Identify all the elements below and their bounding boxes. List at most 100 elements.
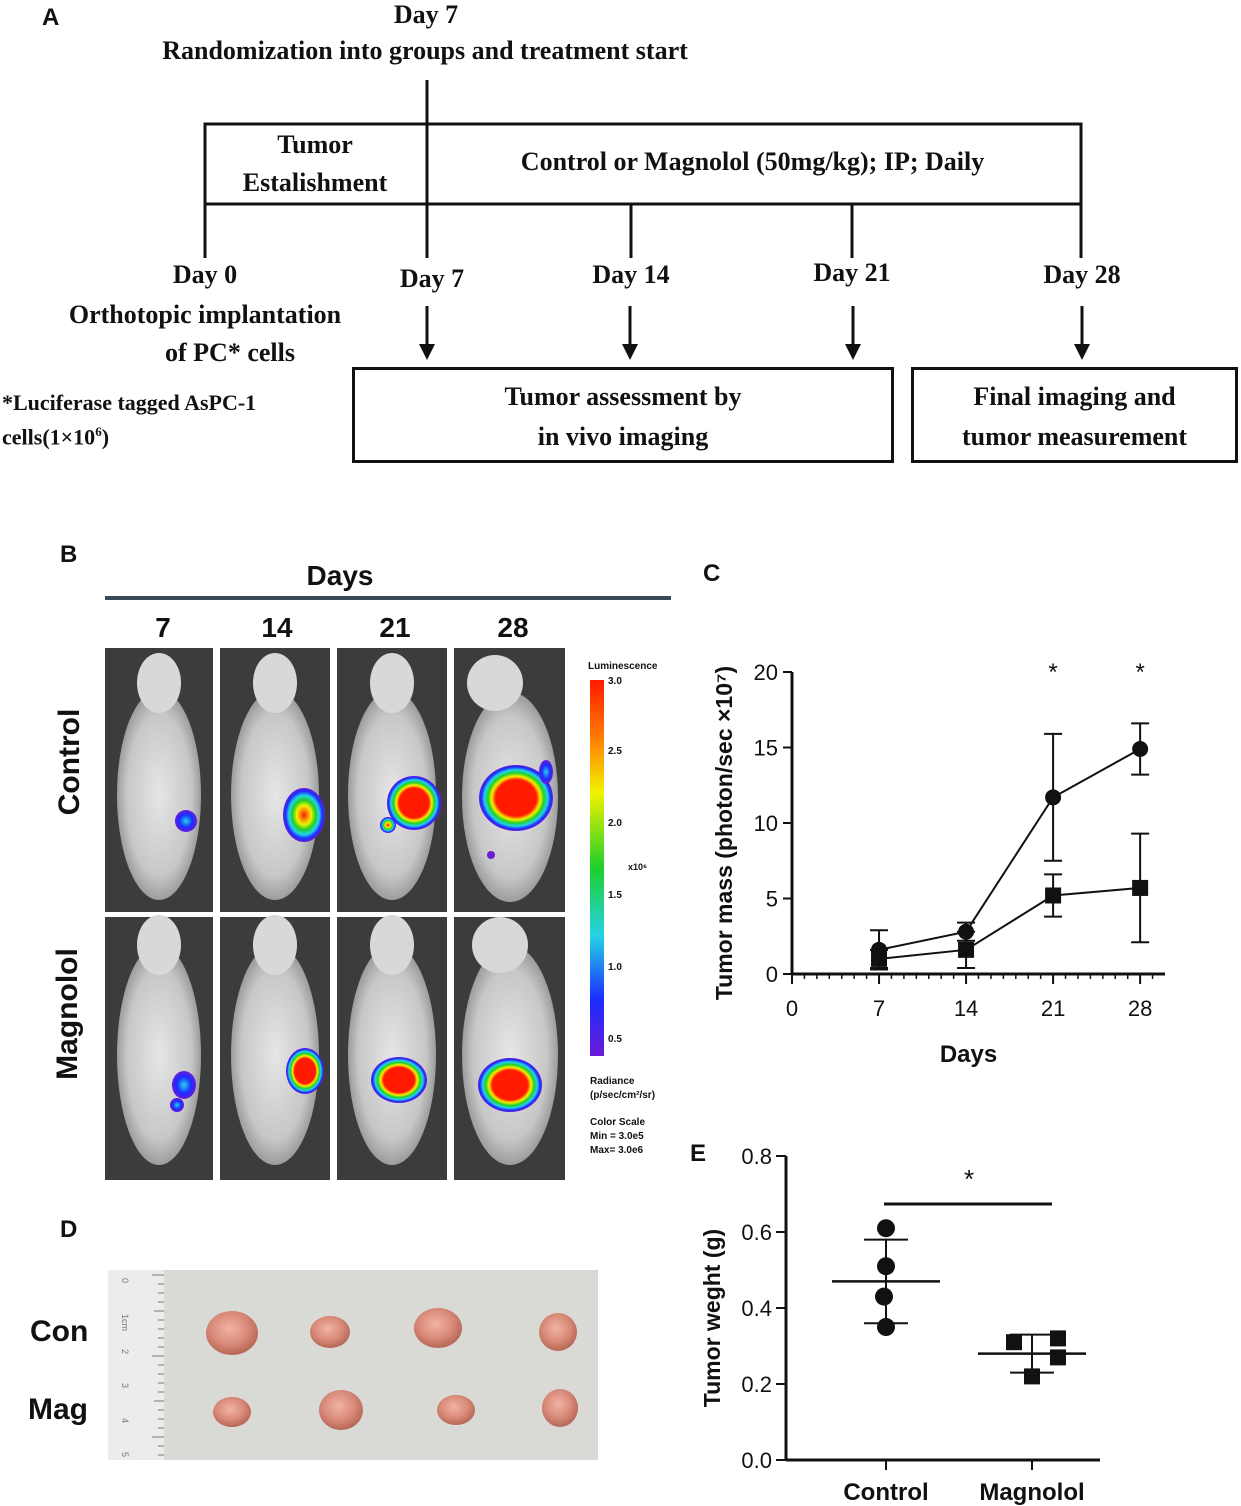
- y-tick-label: 0.0: [741, 1448, 772, 1473]
- y-tick-label: 10: [754, 811, 778, 836]
- scale-title: Luminescence: [588, 661, 658, 672]
- series-line-control: [878, 748, 1141, 951]
- day0-label: Day 0: [172, 260, 238, 289]
- panel-b-label: B: [60, 541, 78, 568]
- ruler-mark-5: 5: [120, 1452, 130, 1457]
- y-axis-title: Tumor mass (photon/sec ×10⁷): [711, 666, 737, 1000]
- scale-tick-1.0: 1.0: [608, 962, 622, 973]
- scale-tick-2.5: 2.5: [608, 746, 622, 757]
- ruler-mark-4: 4: [120, 1418, 130, 1423]
- point-control-day21: [1045, 789, 1062, 806]
- scale-tick-2.0: 2.0: [608, 818, 622, 829]
- top-title-text: Randomization into groups and treatment …: [162, 36, 688, 65]
- arrow-day14-head: [622, 344, 638, 360]
- control-day14-signal: [283, 788, 325, 842]
- tumor-mass-line-chart: 0 5 10 15 20 0 7 14 21 28 Days Tumor mass (photon/s…: [711, 659, 1165, 1068]
- magnolol-day14-signal: [286, 1048, 324, 1094]
- magnolol-day28-signal: [478, 1058, 542, 1112]
- y-axis-title: Tumor weght (g): [699, 1229, 725, 1407]
- control-day14-image: [220, 648, 330, 912]
- y-tick-label: 15: [754, 736, 778, 761]
- tumor-con-2: [310, 1316, 350, 1348]
- magnolol-day14-image: [220, 915, 330, 1180]
- tumor-con-1: [206, 1311, 258, 1355]
- significance-marker: *: [964, 1164, 974, 1194]
- footnote-superscript: 6: [95, 424, 102, 439]
- significance-marker-day21: *: [1048, 659, 1057, 686]
- day-label-7: 7: [155, 612, 171, 643]
- bioluminescence-image-grid: [105, 648, 565, 1180]
- photo-background: [108, 1270, 598, 1460]
- ruler-ticks: [152, 1274, 164, 1456]
- color-scale-line2: Min = 3.0e5: [590, 1131, 644, 1142]
- tumor-con-4: [539, 1313, 577, 1351]
- phase-bar: [203, 122, 1083, 206]
- tumor-weight-scatter-chart: 0.0 0.2 0.4 0.6 0.8 Control Magnolol Tumor wegh…: [699, 1144, 1100, 1506]
- ruler-mark-3: 3: [120, 1383, 130, 1388]
- x-tick-label: 0: [786, 996, 798, 1021]
- series-line-magnolol: [878, 886, 1141, 960]
- assessment-box-line1: Tumor assessment by: [504, 382, 742, 411]
- x-tick-label: 7: [873, 996, 885, 1021]
- control-day7-image: [105, 648, 213, 912]
- point-control-day28: [1132, 741, 1149, 758]
- magnolol-day21-signal: [371, 1057, 427, 1103]
- footnote-line1: *Luciferase tagged AsPC-1: [2, 390, 257, 415]
- y-tick-label: 0.4: [741, 1296, 772, 1321]
- point-control-3: [875, 1287, 893, 1306]
- final-box-line1: Final imaging and: [973, 382, 1176, 411]
- tumor-mag-4: [542, 1389, 578, 1427]
- point-magnolol-4: [1024, 1368, 1040, 1385]
- days-title-rule: [105, 596, 671, 600]
- magnolol-day28-image: [454, 917, 565, 1180]
- footnote-line2: cells(1×106): [2, 424, 109, 450]
- tumor-mag-1: [213, 1397, 251, 1427]
- point-magnolol-day21: [1045, 887, 1062, 904]
- panel-e-label: E: [690, 1140, 707, 1167]
- significance-marker-day28: *: [1135, 659, 1144, 686]
- phase-tumor-line1: Tumor: [277, 130, 353, 159]
- point-magnolol-3: [1050, 1349, 1066, 1366]
- point-control-2: [877, 1257, 895, 1276]
- day-label-28: 28: [497, 612, 529, 643]
- magnolol-day21-image: [337, 915, 447, 1180]
- final-box-line2: tumor measurement: [961, 422, 1188, 451]
- point-magnolol-1: [1050, 1330, 1066, 1347]
- magnolol-day7-image: [105, 915, 213, 1180]
- timeline-diagram: [203, 80, 1090, 360]
- day28-label: Day 28: [1043, 260, 1121, 289]
- scale-tick-3.0: 3.0: [608, 676, 622, 687]
- control-day21-signal: [387, 776, 441, 830]
- control-day28-image: [454, 648, 565, 912]
- point-control-4: [877, 1318, 895, 1336]
- magnolol-day7-signal: [172, 1071, 196, 1099]
- ruler: [108, 1270, 164, 1460]
- x-tick-label: 14: [954, 996, 978, 1021]
- ruler-mark-2: 2: [120, 1349, 130, 1354]
- tumor-mag-2: [319, 1390, 363, 1430]
- control-day28-signal: [479, 765, 553, 831]
- point-magnolol-day28: [1132, 879, 1149, 896]
- y-tick-label: 20: [754, 660, 778, 685]
- day21-label: Day 21: [813, 258, 891, 287]
- point-control-1: [877, 1219, 895, 1238]
- tumor-con-3: [414, 1308, 462, 1348]
- panel-c-label: C: [703, 560, 721, 587]
- scale-tick-0.5: 0.5: [608, 1034, 622, 1045]
- x-axis-title: Days: [940, 1041, 997, 1068]
- radiance-line2: (p/sec/cm²/sr): [590, 1090, 656, 1101]
- panel-a-label: A: [42, 4, 60, 31]
- point-magnolol-day14: [958, 941, 975, 958]
- point-magnolol-2: [1006, 1334, 1022, 1351]
- y-tick-label: 5: [766, 887, 778, 912]
- day0-desc-line1: Orthotopic implantation: [68, 300, 342, 329]
- color-scale-line1: Color Scale: [590, 1117, 646, 1128]
- y-tick-label: 0.8: [741, 1144, 772, 1169]
- luminescence-color-bar: [590, 680, 604, 1056]
- top-title-day: Day 7: [393, 0, 459, 29]
- x-category-label-control: Control: [843, 1479, 928, 1506]
- x-category-label-magnolol: Magnolol: [979, 1479, 1084, 1506]
- excised-tumor-photo: 0 1cm 2 3 4 5: [108, 1270, 598, 1460]
- arrow-day21-head: [845, 344, 861, 360]
- assessment-box-line2: in vivo imaging: [537, 422, 709, 451]
